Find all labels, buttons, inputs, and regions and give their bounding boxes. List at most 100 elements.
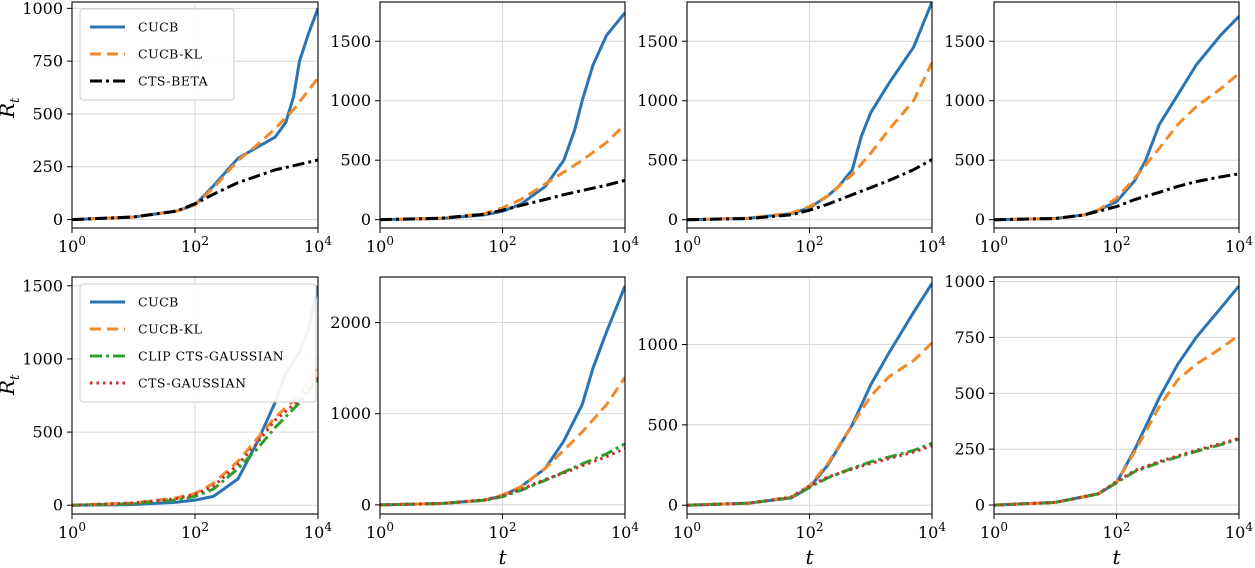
y-tick-label: 0: [361, 210, 371, 229]
series-group: [380, 285, 625, 507]
legend-label: CTS-BETA: [138, 74, 209, 89]
x-tick-label: 102: [489, 234, 517, 256]
y-tick-label: 0: [361, 495, 371, 514]
series-line-cucb-kl: [72, 365, 318, 507]
y-tick-label: 750: [954, 328, 985, 347]
series-group: [994, 15, 1239, 222]
series-line-cucb-kl: [687, 341, 932, 507]
series-line-clip-cts-gaussian: [380, 442, 625, 507]
x-tick-label: 104: [918, 234, 946, 256]
x-tick-label: 102: [181, 520, 209, 542]
legend-label: CUCB-KL: [138, 322, 202, 337]
y-tick-label: 500: [340, 151, 371, 170]
y-tick-label: 0: [975, 210, 985, 229]
y-tick-label: 500: [647, 415, 678, 434]
y-tick-label: 1000: [944, 91, 985, 110]
series-group: [687, 2, 932, 222]
x-tick-label: 100: [980, 234, 1008, 256]
y-tick-label: 500: [954, 151, 985, 170]
legend-label: CUCB: [138, 295, 179, 310]
y-tick-label: 1000: [637, 91, 678, 110]
series-line-clip-cts-gaussian: [994, 437, 1239, 507]
subplot-4: 100 102 104 0 500 1000 1500: [944, 1, 1253, 256]
x-tick-label: 104: [1225, 234, 1253, 256]
subplot-5: 100 102 104 0 500 1000 1500 CUCB CUCB-KL CLIP CTS…: [22, 276, 332, 542]
x-tick-label: 100: [366, 234, 394, 256]
x-tick-label: 100: [58, 234, 86, 256]
series-line-cts-gaussian: [380, 447, 625, 507]
series-line-cts-beta: [687, 158, 932, 222]
series-line-cucb-kl: [994, 333, 1239, 507]
series-line-clip-cts-gaussian: [687, 441, 932, 507]
legend-label: CLIP CTS-GAUSSIAN: [138, 349, 284, 364]
y-tick-label: 500: [954, 384, 985, 403]
subplot-grid: 100 102 10402505007501000CUCBCUCB-KLCTS-BE…: [22, 0, 1253, 568]
series-group: [687, 282, 932, 507]
x-tick-label: 104: [918, 520, 946, 542]
subplot-3: 100 102 104 0 500 1000 1500: [637, 1, 946, 256]
x-tick-label: 102: [1103, 234, 1131, 256]
y-tick-label: 1000: [330, 91, 371, 110]
y-tick-label: 1000: [330, 404, 371, 423]
x-tick-label: 104: [611, 234, 639, 256]
x-tick-label: 100: [366, 520, 394, 542]
y-tick-label: 500: [32, 104, 63, 123]
y-tick-label: 1000: [944, 272, 985, 291]
y-tick-label: 1500: [330, 32, 371, 51]
x-tick-label: 104: [304, 520, 332, 542]
y-tick-label: 0: [668, 210, 678, 229]
subplot-8: 100 102 104 0 250 500 750 1000 t: [944, 272, 1253, 568]
y-tick-label: 0: [668, 496, 678, 515]
series-line-clip-cts-gaussian: [72, 378, 318, 507]
y-tick-label: 500: [647, 151, 678, 170]
x-tick-label: 102: [796, 234, 824, 256]
series-line-cts-beta: [994, 172, 1239, 222]
legend-label: CTS-GAUSSIAN: [138, 376, 247, 391]
y-tick-label: 2000: [330, 313, 371, 332]
y-tick-label: 1000: [22, 0, 63, 18]
y-tick-label: 0: [53, 210, 63, 229]
y-tick-label: 0: [975, 496, 985, 515]
y-axis-label-top: Rt: [0, 97, 23, 119]
subplot-6: 100 102 104 0 1000 2000 t: [330, 276, 639, 568]
x-axis-label: t: [805, 545, 814, 568]
legend-label: CUCB-KL: [138, 47, 202, 62]
y-axis-label-bottom: Rt: [0, 374, 23, 396]
x-tick-label: 100: [673, 234, 701, 256]
x-axis-label: t: [1112, 545, 1121, 568]
series-line-cts-beta: [380, 178, 625, 222]
y-tick-label: 1500: [944, 32, 985, 51]
x-tick-label: 102: [796, 520, 824, 542]
series-group: [72, 7, 318, 222]
x-tick-label: 102: [181, 234, 209, 256]
series-line-cucb-kl: [380, 376, 625, 507]
y-tick-label: 0: [53, 496, 63, 515]
subplot-2: 100 102 104 0 500 1000 1500: [330, 1, 639, 256]
legend: CUCB CUCB-KL CLIP CTS-GAUSSIAN CTS-GAUSSIAN: [79, 283, 317, 403]
y-tick-label: 500: [32, 423, 63, 442]
x-tick-label: 104: [611, 520, 639, 542]
series-group: [380, 11, 625, 222]
x-tick-label: 102: [489, 520, 517, 542]
y-tick-label: 1500: [637, 32, 678, 51]
y-tick-label: 750: [32, 52, 63, 71]
series-line-cts-gaussian: [687, 444, 932, 507]
legend-label: CUCB: [138, 20, 179, 35]
x-tick-label: 104: [304, 234, 332, 256]
y-tick-label: 1000: [22, 349, 63, 368]
y-tick-label: 1500: [22, 276, 63, 295]
x-tick-label: 104: [1225, 520, 1253, 542]
legend-box: [79, 8, 235, 101]
legend: CUCB CUCB-KL CTS-BETA: [79, 8, 235, 101]
y-tick-label: 250: [32, 157, 63, 176]
series-line-cucb-kl: [687, 62, 932, 222]
series-line-cucb-kl: [380, 123, 625, 222]
series-line-cucb-kl: [994, 72, 1239, 222]
legend-box: [79, 283, 317, 403]
y-tick-label: 250: [954, 440, 985, 459]
x-tick-label: 100: [673, 520, 701, 542]
x-axis-label: t: [498, 545, 507, 568]
subplot-7: 100 102 104 0 500 1000 t: [637, 276, 946, 568]
series-line-cucb-kl: [72, 77, 318, 222]
